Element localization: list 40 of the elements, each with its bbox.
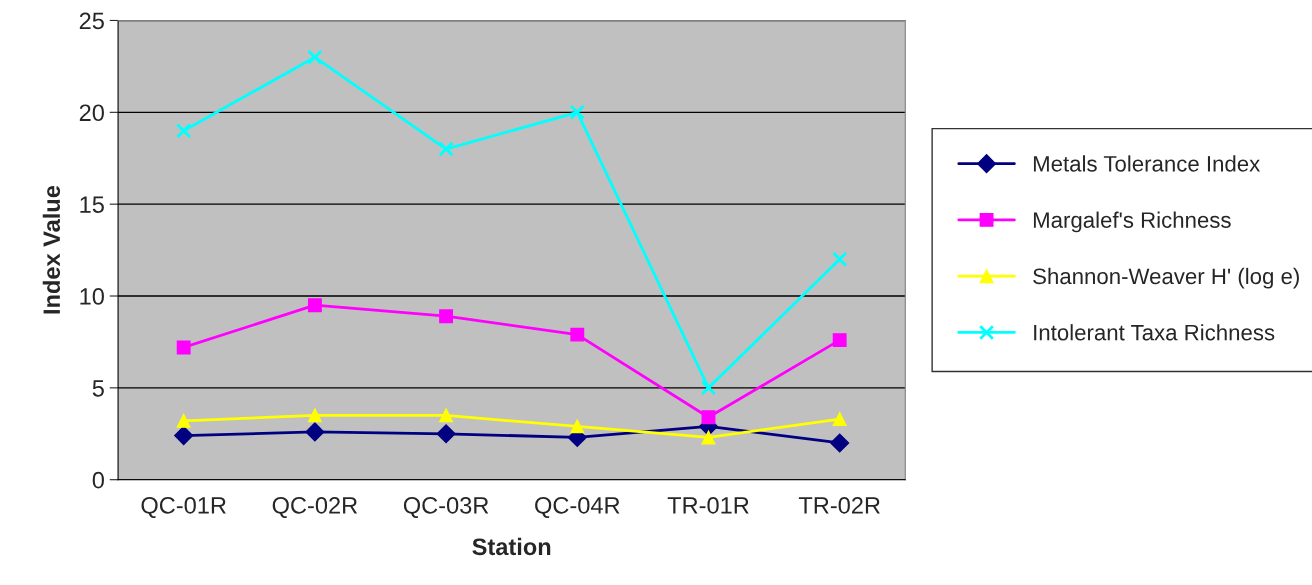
point [701, 410, 716, 425]
y-tick-label: 25 [79, 12, 104, 30]
x-tick-label: QC-03R [403, 496, 489, 518]
point [307, 408, 322, 423]
x-tick-label: QC-04R [535, 496, 620, 518]
x-tick-label: TR-02R [798, 496, 880, 514]
point [176, 340, 191, 355]
point [439, 408, 454, 423]
y-tick-label: 0 [92, 471, 104, 489]
legend-label: Shannon-Weaver H' (log e) [1033, 267, 1299, 289]
x-tick-label: TR-01R [667, 496, 749, 514]
point [830, 433, 850, 453]
legend-label: Metals Tolerance Index [1033, 155, 1261, 172]
point [305, 422, 325, 442]
point [700, 380, 717, 396]
y-tick-label: 5 [92, 380, 104, 397]
x-axis-title: Station [472, 537, 551, 556]
x-tick-label: QC-02R [272, 496, 358, 518]
y-tick-label: 15 [80, 196, 104, 213]
point [570, 327, 585, 342]
legend-label: Margalef's Richness [1033, 211, 1231, 233]
point [832, 251, 848, 267]
point [176, 413, 191, 428]
point [439, 309, 454, 324]
y-axis-title: Index Value [42, 185, 61, 314]
x-tick-label: QC-01R [141, 496, 226, 518]
point [174, 426, 194, 446]
point [436, 424, 456, 444]
y-tick-label: 10 [80, 288, 104, 305]
point [176, 123, 192, 139]
point [438, 141, 454, 157]
legend-label: Intolerant Taxa Richness [1034, 324, 1275, 341]
y-tick-label: 20 [79, 104, 104, 122]
point [307, 49, 323, 65]
point [569, 104, 585, 120]
point [701, 430, 716, 445]
point [832, 412, 847, 427]
point [570, 419, 585, 434]
point [307, 298, 322, 313]
point [832, 333, 847, 348]
